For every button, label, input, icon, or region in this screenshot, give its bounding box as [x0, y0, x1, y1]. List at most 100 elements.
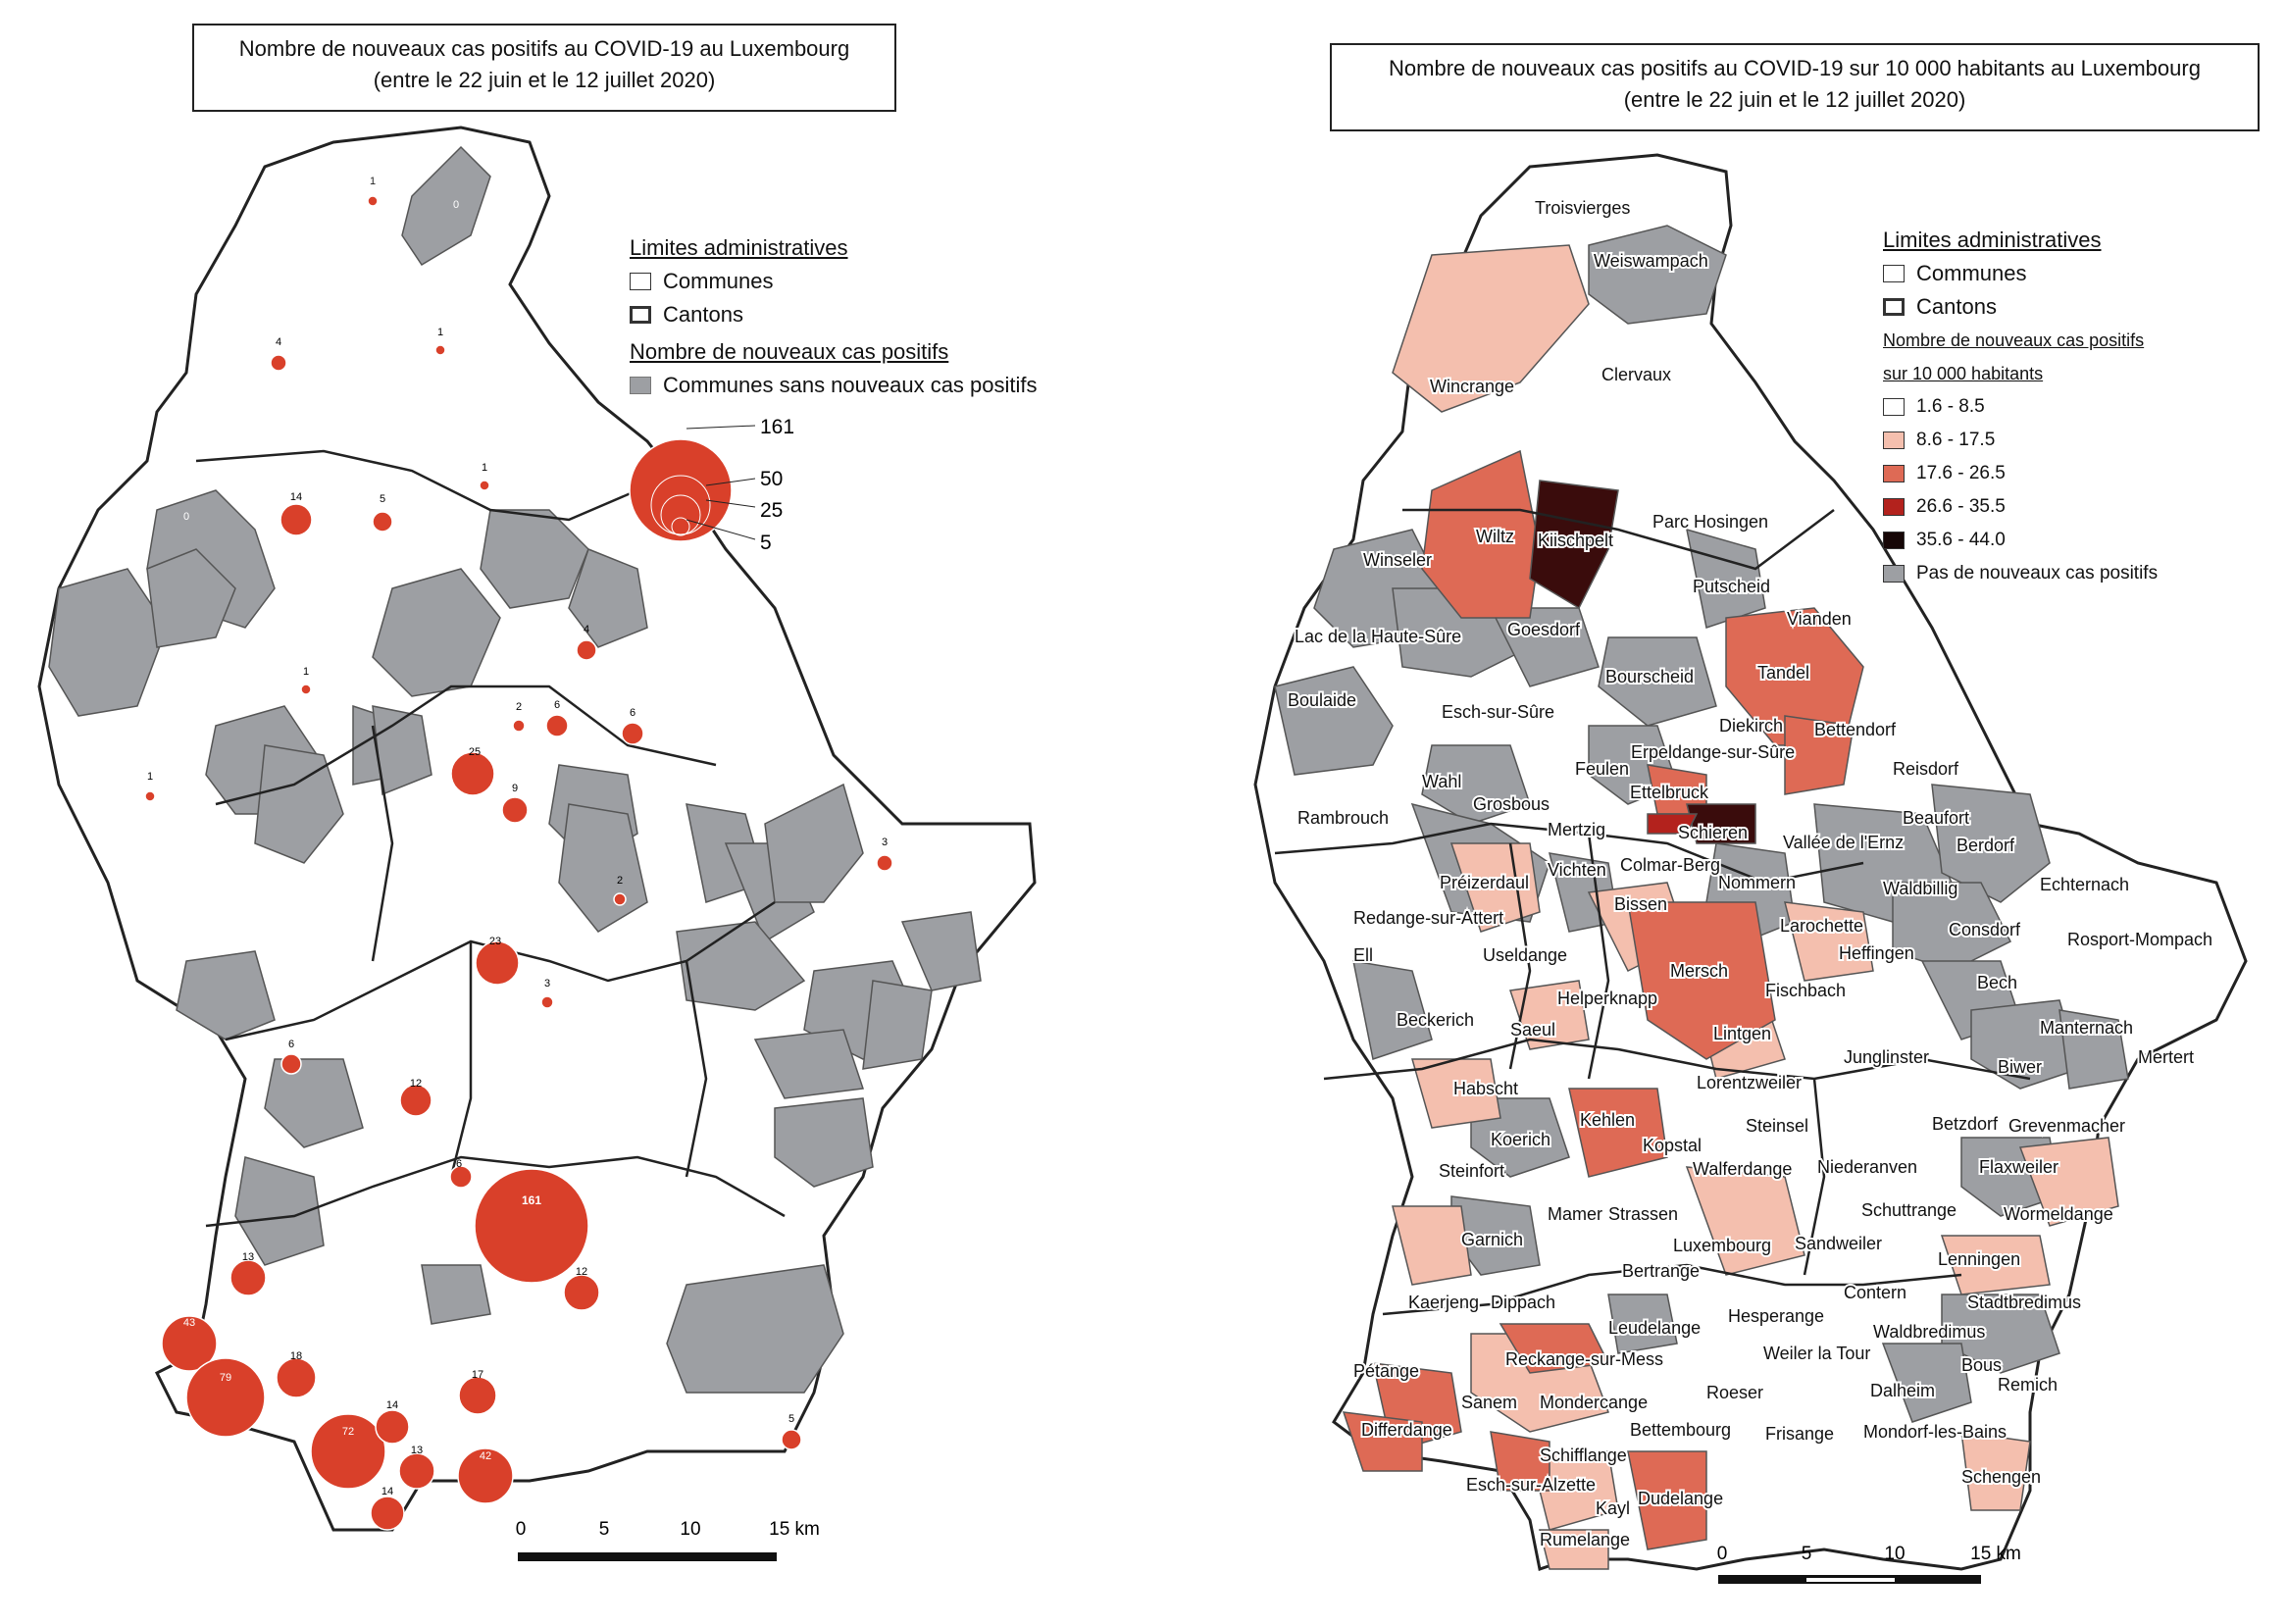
commune-label: Ell: [1353, 945, 1373, 965]
right-grey-commune: [1588, 225, 1727, 325]
case-bubble: [434, 344, 446, 356]
commune-label: Frisange: [1765, 1424, 1834, 1444]
commune-label: Mertzig: [1548, 820, 1605, 839]
case-bubble: [479, 480, 490, 491]
right-grey-commune: [1892, 882, 2012, 972]
right-pink-commune: [1509, 980, 1590, 1050]
legend-class-row: 35.6 - 44.0: [1883, 524, 2158, 557]
case-bubble: [375, 1409, 410, 1445]
commune-label: Echternach: [2040, 875, 2129, 894]
commune-label: Betzdorf: [1932, 1114, 1999, 1134]
commune-label: Dippach: [1491, 1293, 1555, 1312]
legend-circle-label: 161: [760, 416, 794, 438]
commune-label: Dalheim: [1870, 1381, 1935, 1400]
scale-tick: 5: [599, 1519, 610, 1540]
right-pink-commune: [1411, 1058, 1501, 1129]
case-bubble: [449, 1165, 473, 1189]
legend-class-swatch: [1883, 532, 1905, 549]
case-bubble: [144, 790, 156, 802]
legend-rate-heading-1: Nombre de nouveaux cas positifs: [1883, 330, 2145, 350]
commune-label: Lintgen: [1713, 1024, 1771, 1043]
right-red-commune: [1421, 449, 1541, 619]
commune-label: Wahl: [1422, 772, 1461, 791]
commune-label: Schengen: [1961, 1467, 2041, 1487]
legend-class-label: Pas de nouveaux cas positifs: [1916, 563, 2159, 584]
left-country-map: [37, 126, 1037, 1532]
case-bubble: [563, 1274, 600, 1311]
case-bubble: [310, 1413, 386, 1490]
scale-tick: 10: [1884, 1544, 1905, 1564]
left-grey-commune: [146, 548, 236, 648]
legend-no-cases-label: Communes sans nouveaux cas positifs: [663, 373, 1038, 397]
legend-communes-swatch: [630, 273, 651, 290]
commune-label: Wincrange: [1430, 377, 1514, 396]
legend-class-row: 17.6 - 26.5: [1883, 457, 2158, 490]
commune-label: Sanem: [1461, 1393, 1517, 1412]
legend-class-swatch: [1883, 431, 1905, 449]
commune-label: Boulaide: [1288, 690, 1356, 710]
left-grey-commune: [264, 1058, 364, 1148]
legend-class-list: 1.6 - 8.5 8.6 - 17.5 17.6 - 26.5 26.6 - 35.…: [1883, 390, 2158, 590]
right-map-title: Nombre de nouveaux cas positifs au COVID…: [1330, 43, 2260, 131]
right-pink-commune: [1960, 1431, 2031, 1511]
left-legend: Limites administratives Communes Cantons…: [630, 231, 1038, 402]
case-bubble: [229, 1259, 267, 1296]
case-bubble: [576, 639, 597, 661]
bubble-label: 4: [276, 336, 281, 348]
legend-circle-label: 5: [760, 532, 772, 554]
legend-circle-label: 50: [760, 468, 783, 490]
right-grey-commune: [1489, 607, 1600, 687]
commune-label: Differdange: [1361, 1420, 1452, 1440]
case-bubble: [613, 892, 627, 906]
commune-label: Mondorf-les-Bains: [1863, 1422, 2007, 1442]
case-bubble: [270, 354, 287, 372]
case-bubble: [370, 1496, 405, 1531]
commune-label: Sandweiler: [1795, 1234, 1882, 1253]
right-dark-commune: [1529, 480, 1619, 610]
bubble-label: 79: [220, 1372, 231, 1384]
left-grey-commune: [862, 980, 933, 1070]
legend-circle-5: [671, 517, 690, 536]
right-pink-commune: [1449, 842, 1541, 933]
right-canton-boundary: [1587, 833, 1610, 1080]
legend-class-label: 35.6 - 44.0: [1916, 530, 2006, 550]
legend-class-label: 26.6 - 35.5: [1916, 496, 2006, 517]
commune-label: Vallée de l'Ernz: [1783, 833, 1904, 852]
right-grey-commune: [2058, 1009, 2129, 1090]
commune-label: Berdorf: [1957, 836, 2015, 855]
right-commune-labels: Troisvierges Weiswampach Wincrange Clerv…: [1286, 196, 2214, 1551]
right-grey-commune: [1352, 960, 1433, 1060]
bubble-label: 5: [788, 1413, 794, 1425]
commune-label: Garnich: [1461, 1230, 1523, 1249]
commune-label: Flaxweiler: [1979, 1157, 2058, 1177]
legend-class-row: 8.6 - 17.5: [1883, 424, 2158, 457]
case-bubble: [512, 719, 526, 733]
left-map-title-line2: (entre le 22 juin et le 12 juillet 2020): [373, 68, 716, 92]
left-canton-boundary: [205, 1155, 786, 1228]
right-grey-commune: [1970, 999, 2080, 1090]
legend-class-swatch: [1883, 498, 1905, 516]
bubble-label: 25: [469, 746, 481, 758]
bubble-label: 9: [512, 783, 518, 794]
commune-label: Luxembourg: [1673, 1236, 1771, 1255]
legend-class-row: 26.6 - 35.5: [1883, 490, 2158, 524]
scale-tick: 15 km: [769, 1519, 820, 1540]
right-pink-commune: [1392, 244, 1590, 413]
bubble-label: 1: [303, 666, 309, 678]
legend-communes-label: Communes: [1916, 261, 2027, 285]
right-red-commune: [1342, 1411, 1423, 1472]
legend-row-cantons: Cantons: [630, 298, 1038, 331]
commune-label: Useldange: [1483, 945, 1567, 965]
case-bubble: [475, 940, 520, 986]
legend-cantons-label: Cantons: [1916, 294, 1997, 319]
case-bubble: [161, 1315, 218, 1372]
bubble-label: 23: [489, 936, 501, 947]
left-bubbles: 1 0 4 1 14 5 1 0 4 25 6 6 2 9 1 1 23 3 3: [144, 176, 893, 1531]
bubble-label: 0: [453, 199, 459, 211]
commune-label: Vichten: [1548, 860, 1606, 880]
case-bubble: [280, 503, 313, 536]
right-red-commune: [1627, 901, 1776, 1060]
legend-circle-label: 25: [760, 499, 783, 522]
commune-label: Bous: [1961, 1355, 2002, 1375]
legend-rate-heading-2: sur 10 000 habitants: [1883, 364, 2044, 383]
